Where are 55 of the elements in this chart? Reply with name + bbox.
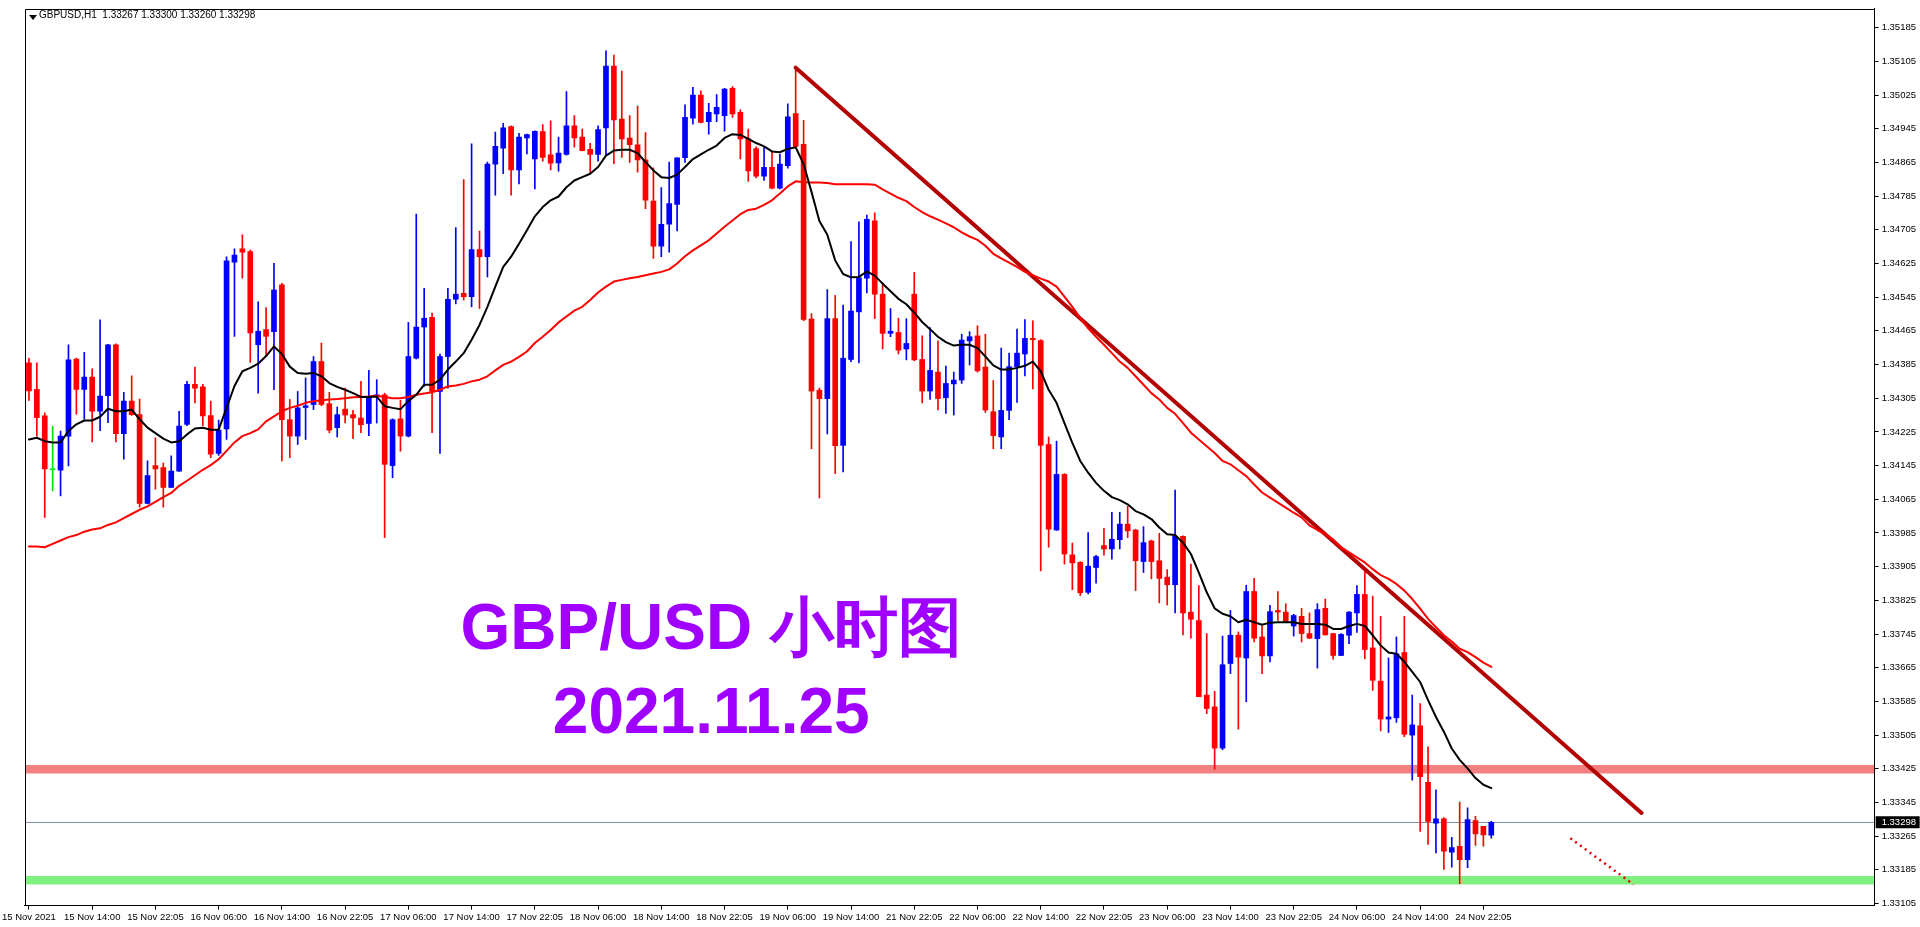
y-tick-label: 1.34145 xyxy=(1881,459,1916,471)
y-tick-label: 1.33265 xyxy=(1881,829,1916,841)
y-tick-label: 1.34465 xyxy=(1881,324,1916,336)
text: 2021.11.25 xyxy=(552,675,870,748)
x-tick-label: 17 Nov 22:05 xyxy=(506,910,564,922)
y-tick-label: 1.34545 xyxy=(1881,290,1916,302)
y-tick-label: 1.35105 xyxy=(1881,54,1916,66)
y-tick-label: 1.34305 xyxy=(1881,391,1916,403)
x-tick-label: 17 Nov 14:00 xyxy=(443,910,500,922)
y-tick-label: 1.34385 xyxy=(1881,358,1916,370)
y-tick-label: 1.34065 xyxy=(1881,492,1916,504)
annotation: GBPUSD,H1 1.33267 1.33300 1.33260 1.33298 xyxy=(38,9,256,21)
y-tick-label: 1.33905 xyxy=(1881,560,1916,572)
x-tick-label: 18 Nov 14:00 xyxy=(633,910,690,922)
x-tick-label: 22 Nov 06:00 xyxy=(949,910,1006,922)
y-tick-label: 1.34945 xyxy=(1881,122,1916,134)
x-tick-label: 22 Nov 14:00 xyxy=(1012,910,1069,922)
x-tick-label: 18 Nov 22:05 xyxy=(696,910,753,922)
y-tick-label: 1.33425 xyxy=(1881,762,1916,774)
x-tick-label: 23 Nov 14:00 xyxy=(1202,910,1259,922)
x-tick-label: 15 Nov 22:05 xyxy=(127,910,184,922)
y-tick-label: 1.34785 xyxy=(1881,189,1916,201)
y-tick-label: 1.33185 xyxy=(1881,863,1916,875)
y-tick-label: 1.35185 xyxy=(1881,21,1916,33)
x-tick-label: 24 Nov 14:00 xyxy=(1391,910,1449,922)
y-tick-label: 1.33105 xyxy=(1881,897,1916,909)
x-tick-label: 24 Nov 22:05 xyxy=(1455,910,1512,922)
y-tick-label: 1.34705 xyxy=(1881,223,1916,235)
y-tick-label: 1.33505 xyxy=(1881,728,1916,740)
ref-line-label: 1.33298 xyxy=(1881,816,1916,828)
text: GBP/USD 小时图 xyxy=(460,591,962,664)
x-tick-label: 23 Nov 06:00 xyxy=(1138,910,1196,922)
x-tick-label: 17 Nov 06:00 xyxy=(380,910,437,922)
x-tick-label: 16 Nov 06:00 xyxy=(190,910,247,922)
y-tick-label: 1.33825 xyxy=(1881,593,1916,605)
y-tick-label: 1.34865 xyxy=(1881,156,1916,168)
y-tick-label: 1.33665 xyxy=(1881,661,1916,673)
x-tick-label: 16 Nov 22:05 xyxy=(316,910,374,922)
x-tick-label: 19 Nov 06:00 xyxy=(759,910,817,922)
y-tick-label: 1.35025 xyxy=(1881,88,1916,100)
y-tick-label: 1.33585 xyxy=(1881,695,1916,706)
x-tick-label: 21 Nov 22:05 xyxy=(886,910,943,922)
y-tick-label: 1.34225 xyxy=(1881,425,1916,437)
x-tick-label: 16 Nov 14:00 xyxy=(253,910,311,922)
x-tick-label: 18 Nov 06:00 xyxy=(569,910,627,922)
x-tick-label: 19 Nov 14:00 xyxy=(822,910,880,922)
x-tick-label: 15 Nov 2021 xyxy=(2,910,56,922)
x-tick-label: 24 Nov 06:00 xyxy=(1328,910,1386,922)
y-tick-label: 1.33345 xyxy=(1881,796,1916,808)
y-tick-label: 1.34625 xyxy=(1881,257,1916,269)
x-tick-label: 22 Nov 22:05 xyxy=(1075,910,1133,922)
x-tick-label: 23 Nov 22:05 xyxy=(1265,910,1322,922)
y-tick-label: 1.33985 xyxy=(1881,526,1916,538)
x-tick-label: 15 Nov 14:00 xyxy=(63,910,121,922)
y-tick-label: 1.33745 xyxy=(1881,627,1916,639)
